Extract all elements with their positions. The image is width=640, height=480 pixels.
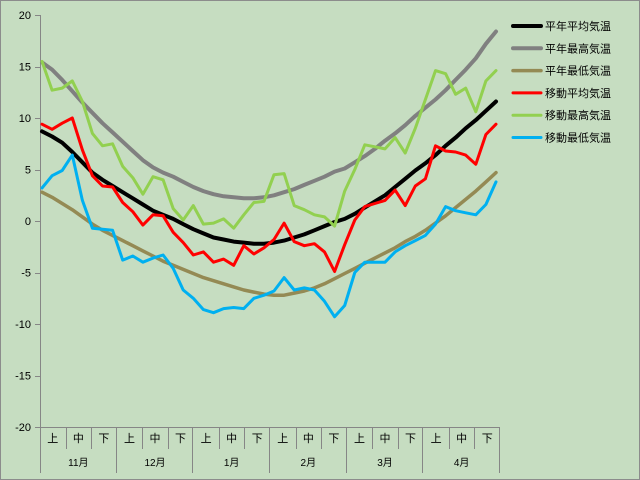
- x-tick-label-period: 下: [328, 433, 339, 445]
- x-tick-label-period: 下: [482, 433, 493, 445]
- x-tick-label-period: 下: [98, 433, 109, 445]
- x-tick-label-period: 下: [175, 433, 186, 445]
- x-tick-label-period: 中: [226, 432, 237, 445]
- x-tick-label-month: 3月: [377, 457, 393, 469]
- series-line-moving-max: [40, 59, 498, 230]
- x-tick-label-month: 1月: [224, 457, 240, 469]
- y-tick-label: -20: [15, 422, 31, 434]
- y-tick-label: -15: [15, 371, 31, 383]
- y-tick-label: 20: [19, 10, 31, 22]
- legend-label: 移動最低気温: [545, 131, 611, 145]
- plot-area: [40, 15, 500, 427]
- y-tick-label: 0: [25, 216, 31, 228]
- x-tick-label-period: 中: [73, 432, 84, 445]
- x-tick-label-period: 下: [252, 433, 263, 445]
- y-tick-label: 15: [19, 62, 31, 74]
- legend-item-normal-max: 平年最高気温: [511, 41, 611, 55]
- x-tick-label-period: 上: [201, 432, 212, 445]
- x-axis: 上中下11月上中下12月上中下1月上中下2月上中下3月上中下4月: [40, 427, 500, 473]
- legend-label: 平年最低気温: [545, 64, 611, 78]
- series-line-moving-min: [40, 153, 498, 319]
- legend-item-moving-mean: 移動平均気温: [511, 86, 611, 100]
- y-tick-label: 5: [25, 165, 31, 177]
- y-axis: 20 15 10 5 0 -5 -10 -15 -20: [15, 10, 41, 434]
- legend-label: 平年最高気温: [545, 41, 611, 55]
- legend-label: 移動最高気温: [545, 108, 611, 122]
- legend-label: 平年平均気温: [545, 19, 611, 33]
- legend-item-moving-max: 移動最高気温: [511, 108, 611, 122]
- legend-item-normal-min: 平年最低気温: [511, 64, 611, 78]
- y-tick-label: -10: [15, 319, 31, 331]
- x-tick-label-period: 中: [456, 432, 467, 445]
- y-tick-label: 10: [19, 113, 31, 125]
- x-tick-label-period: 上: [277, 432, 288, 445]
- x-tick-label-period: 中: [150, 432, 161, 445]
- x-tick-label-month: 4月: [454, 457, 470, 469]
- x-tick-label-month: 12月: [144, 457, 165, 469]
- series-line-moving-mean: [40, 116, 498, 273]
- x-tick-label-period: 下: [405, 433, 416, 445]
- legend-label: 移動平均気温: [545, 86, 611, 100]
- legend-item-normal-mean: 平年平均気温: [511, 19, 611, 33]
- x-tick-label-period: 上: [431, 432, 442, 445]
- x-tick-label-period: 上: [124, 432, 135, 445]
- x-tick-label-period: 上: [47, 432, 58, 445]
- x-tick-label-period: 上: [354, 432, 365, 445]
- x-tick-label-period: 中: [380, 432, 391, 445]
- x-tick-label-period: 中: [303, 432, 314, 445]
- series-layer: [40, 29, 498, 319]
- y-tick-label: -5: [21, 268, 31, 280]
- x-tick-label-month: 11月: [68, 457, 88, 469]
- legend-item-moving-min: 移動最低気温: [511, 131, 611, 145]
- x-tick-label-month: 2月: [301, 457, 317, 469]
